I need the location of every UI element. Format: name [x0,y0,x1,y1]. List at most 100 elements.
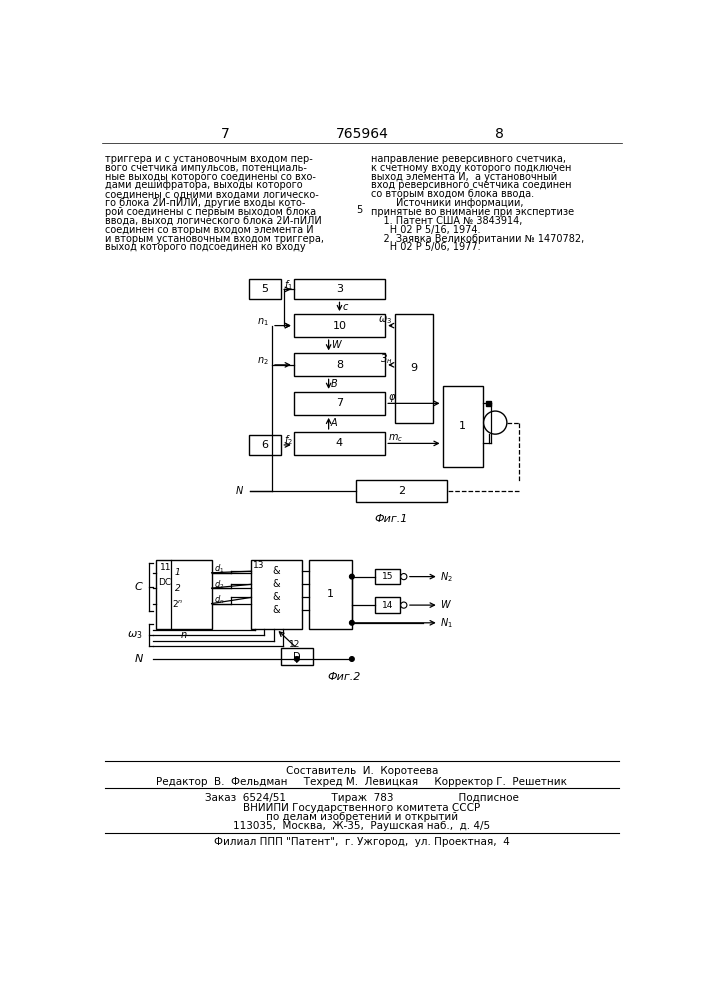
Text: W: W [331,340,341,350]
Circle shape [401,574,407,580]
Text: Фиг.1: Фиг.1 [374,514,407,524]
Circle shape [401,602,407,608]
Text: 14: 14 [382,601,393,610]
Text: 1: 1 [327,589,334,599]
Text: со вторым входом блока ввода.: со вторым входом блока ввода. [371,189,534,199]
Bar [293,353,385,376]
Text: &: & [272,592,280,602]
Text: W: W [440,600,450,610]
Text: $З_н$: $З_н$ [380,353,392,366]
Bar [293,432,385,455]
Circle shape [349,657,354,661]
Text: $\varphi$: $\varphi$ [387,392,396,404]
Text: соединены с одними входами логическо-: соединены с одними входами логическо- [105,189,319,199]
Text: 13: 13 [253,561,265,570]
Text: $f_1$: $f_1$ [284,278,293,292]
Text: &: & [272,566,280,576]
Text: Фиг.2: Фиг.2 [327,672,361,682]
Text: $m_c$: $m_c$ [387,432,403,444]
Circle shape [349,620,354,625]
Text: A: A [331,418,337,428]
Text: 7: 7 [336,398,343,408]
Bar [356,480,448,502]
Text: го блока 2И-пИЛИ, другие входы кото-: го блока 2И-пИЛИ, другие входы кото- [105,198,306,208]
Circle shape [295,657,299,661]
Text: $\omega_3$: $\omega_3$ [127,629,143,641]
Text: Заказ  6524/51              Тираж  783                    Подписное: Заказ 6524/51 Тираж 783 Подписное [205,793,519,803]
Text: DC: DC [158,578,172,587]
Text: 1: 1 [175,568,180,577]
Text: рой соединены с первым выходом блока: рой соединены с первым выходом блока [105,207,317,217]
Text: $2^n$: $2^n$ [172,598,183,609]
Text: $n_1$: $n_1$ [257,316,269,328]
Text: $f_2$: $f_2$ [284,433,293,447]
Text: $d_n$: $d_n$ [214,593,225,606]
Text: &: & [272,605,280,615]
Circle shape [484,411,507,434]
Bar [293,314,385,337]
Text: 2: 2 [175,584,180,593]
Text: вход реверсивного счетчика соединен: вход реверсивного счетчика соединен [371,180,572,190]
Text: выход элемента И,  а установочный: выход элемента И, а установочный [371,172,557,182]
Text: выход которого подсоединен ко входу: выход которого подсоединен ко входу [105,242,306,252]
Text: дами дешифратора, выходы которого: дами дешифратора, выходы которого [105,180,303,190]
Text: 1: 1 [460,421,466,431]
Text: 4: 4 [336,438,343,448]
Bar [395,314,433,423]
Text: 1. Патент США № 3843914,: 1. Патент США № 3843914, [371,216,522,226]
Text: $n_2$: $n_2$ [257,355,269,367]
Text: 765964: 765964 [336,127,388,141]
Circle shape [349,574,354,579]
Text: ВНИИПИ Государственного комитета СССР: ВНИИПИ Государственного комитета СССР [243,803,481,813]
Bar [293,392,385,415]
Text: 15: 15 [382,572,393,581]
Text: 2. Заявка Великобритании № 1470782,: 2. Заявка Великобритании № 1470782, [371,234,585,244]
Text: $d_2$: $d_2$ [214,578,224,591]
Text: 6: 6 [262,440,269,450]
Text: 5: 5 [262,284,269,294]
Text: &: & [272,579,280,589]
Text: $d_1$: $d_1$ [214,563,224,575]
Bar [281,648,313,665]
Bar [156,560,211,629]
Text: 2: 2 [398,486,405,496]
Bar [249,435,281,455]
Text: ввода, выход логического блока 2И-пИЛИ: ввода, выход логического блока 2И-пИЛИ [105,216,322,226]
Text: направление реверсивного счетчика,: направление реверсивного счетчика, [371,154,566,164]
Text: Филиал ППП "Патент",  г. Ужгород,  ул. Проектная,  4: Филиал ППП "Патент", г. Ужгород, ул. Про… [214,837,510,847]
Text: $N_1$: $N_1$ [440,616,453,630]
Bar [375,569,400,584]
Text: Н 02 Р 5/06, 1977.: Н 02 Р 5/06, 1977. [371,242,481,252]
Text: 7: 7 [221,127,230,141]
Text: по делам изобретений и открытий: по делам изобретений и открытий [266,812,458,822]
Text: n: n [180,630,187,640]
Text: 8: 8 [495,127,503,141]
Text: $N_2$: $N_2$ [440,570,453,584]
Text: Редактор  В.  Фельдман     Техред М.  Левицкая     Корректор Г.  Решетник: Редактор В. Фельдман Техред М. Левицкая … [156,777,568,787]
Bar [486,401,491,406]
Text: 5: 5 [356,205,362,215]
Bar [293,279,385,299]
Text: N: N [134,654,143,664]
Text: Источники информации,: Источники информации, [371,198,524,208]
Text: D: D [293,652,300,662]
Text: c: c [343,302,348,312]
Text: и вторым установочным входом триггера,: и вторым установочным входом триггера, [105,234,325,244]
Text: C: C [135,582,143,592]
Text: ные выходы которого соединены со вхо-: ные выходы которого соединены со вхо- [105,172,316,182]
Text: 3: 3 [336,284,343,294]
Text: триггера и с установочным входом пер-: триггера и с установочным входом пер- [105,154,313,164]
Text: 113035,  Москва,  Ж-35,  Раушская наб.,  д. 4/5: 113035, Москва, Ж-35, Раушская наб., д. … [233,821,491,831]
Bar [249,279,281,299]
Text: B: B [331,379,338,389]
Text: 10: 10 [332,321,346,331]
Text: принятые во внимание при экспертизе: принятые во внимание при экспертизе [371,207,574,217]
Text: 11: 11 [160,563,171,572]
Text: 8: 8 [336,360,343,370]
Bar [375,597,400,613]
Text: вого счетчика импульсов, потенциаль-: вого счетчика импульсов, потенциаль- [105,163,308,173]
Text: 12: 12 [289,640,300,649]
Text: к счетному входу которого подключен: к счетному входу которого подключен [371,163,572,173]
Text: N: N [236,486,243,496]
Text: Н 02 Р 5/16, 1974.: Н 02 Р 5/16, 1974. [371,225,481,235]
